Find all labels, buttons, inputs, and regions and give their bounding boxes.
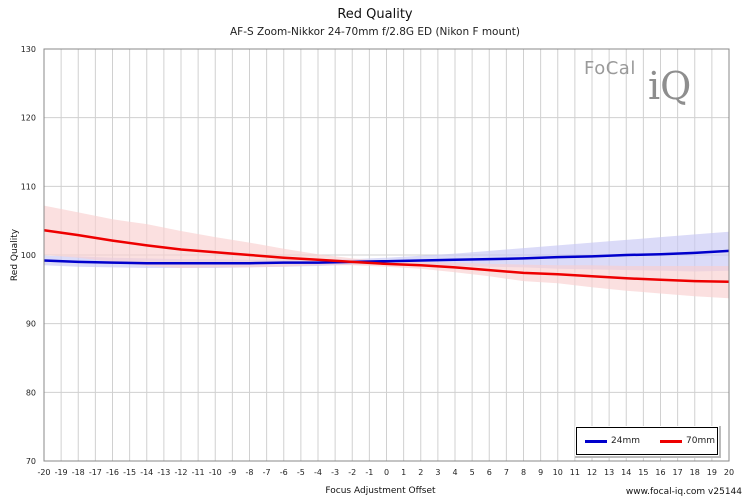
legend-swatch-70mm xyxy=(660,439,682,443)
x-tick-label: 13 xyxy=(604,468,614,477)
x-tick-label: -10 xyxy=(209,468,222,477)
logo-iq-mark: iQ xyxy=(648,64,692,108)
x-tick-label: 10 xyxy=(553,468,563,477)
legend-item-70mm: 70mm xyxy=(660,436,715,446)
x-tick-label: 18 xyxy=(690,468,700,477)
y-tick-label: 130 xyxy=(21,45,36,54)
x-tick-label: 12 xyxy=(587,468,597,477)
x-tick-label: -7 xyxy=(263,468,271,477)
x-tick-label: 15 xyxy=(638,468,648,477)
x-tick-label: 3 xyxy=(435,468,440,477)
x-tick-label: -9 xyxy=(228,468,236,477)
x-tick-label: 19 xyxy=(707,468,717,477)
x-tick-label: -19 xyxy=(55,468,68,477)
legend-item-24mm: 24mm xyxy=(585,436,640,446)
chart-subtitle: AF-S Zoom-Nikkor 24-70mm f/2.8G ED (Niko… xyxy=(229,26,521,38)
y-tick-label: 70 xyxy=(26,457,36,466)
plot-border xyxy=(43,48,730,462)
legend-label-24mm: 24mm xyxy=(611,436,640,446)
x-tick-label: -1 xyxy=(365,468,373,477)
x-tick-label: -20 xyxy=(37,468,50,477)
x-tick-label: 0 xyxy=(384,468,389,477)
legend-label-70mm: 70mm xyxy=(686,436,715,446)
x-axis-label: Focus Adjustment Offset xyxy=(325,486,436,496)
x-tick-label: -18 xyxy=(72,468,85,477)
x-tick-label: 11 xyxy=(570,468,580,477)
x-tick-label: -5 xyxy=(297,468,305,477)
x-tick-label: -17 xyxy=(89,468,102,477)
y-tick-label: 80 xyxy=(26,388,36,397)
x-tick-label: -16 xyxy=(106,468,119,477)
x-tick-label: 8 xyxy=(521,468,526,477)
x-tick-label: 9 xyxy=(538,468,543,477)
legend-swatch-24mm xyxy=(585,439,607,443)
x-tick-label: 20 xyxy=(724,468,734,477)
credit-text: www.focal-iq.com v25144 xyxy=(625,487,742,497)
x-tick-label: 1 xyxy=(401,468,406,477)
x-tick-label: 4 xyxy=(452,468,457,477)
x-tick-label: -4 xyxy=(314,468,322,477)
x-tick-label: 16 xyxy=(655,468,665,477)
focal-iq-logo: FoCal iQ xyxy=(584,54,714,116)
x-tick-label: -12 xyxy=(174,468,187,477)
chart-title: Red Quality xyxy=(337,7,413,22)
x-tick-label: -11 xyxy=(192,468,205,477)
x-tick-labels: -20 -19 -18 -17 -16 -15 -14 -13 -12 -11 -10 -9 -8 -7-… xyxy=(37,468,734,477)
y-tick-label: 90 xyxy=(26,320,36,329)
series-points-70mm xyxy=(43,230,730,282)
x-tick-label: -14 xyxy=(140,468,153,477)
x-tick-label: 17 xyxy=(673,468,683,477)
x-tick-label: 14 xyxy=(621,468,631,477)
x-tick-label: -13 xyxy=(157,468,170,477)
x-tick-label: 2 xyxy=(418,468,423,477)
x-tick-label: -3 xyxy=(331,468,339,477)
x-tick-label: 6 xyxy=(487,468,492,477)
y-tick-label: 120 xyxy=(21,114,36,123)
x-tick-label: -2 xyxy=(348,468,356,477)
x-tick-label: -8 xyxy=(246,468,254,477)
y-tick-label: 110 xyxy=(21,182,36,191)
y-tick-labels: 70 80 90 100 110 120 130 xyxy=(21,45,36,466)
y-axis-label: Red Quality xyxy=(10,228,20,281)
x-tick-label: -15 xyxy=(123,468,136,477)
x-tick-label: 5 xyxy=(470,468,475,477)
legend: 24mm 70mm xyxy=(576,427,718,455)
y-tick-label: 100 xyxy=(21,251,36,260)
logo-wordmark: FoCal xyxy=(584,58,636,79)
x-tick-label: -6 xyxy=(280,468,288,477)
x-tick-label: 7 xyxy=(504,468,509,477)
